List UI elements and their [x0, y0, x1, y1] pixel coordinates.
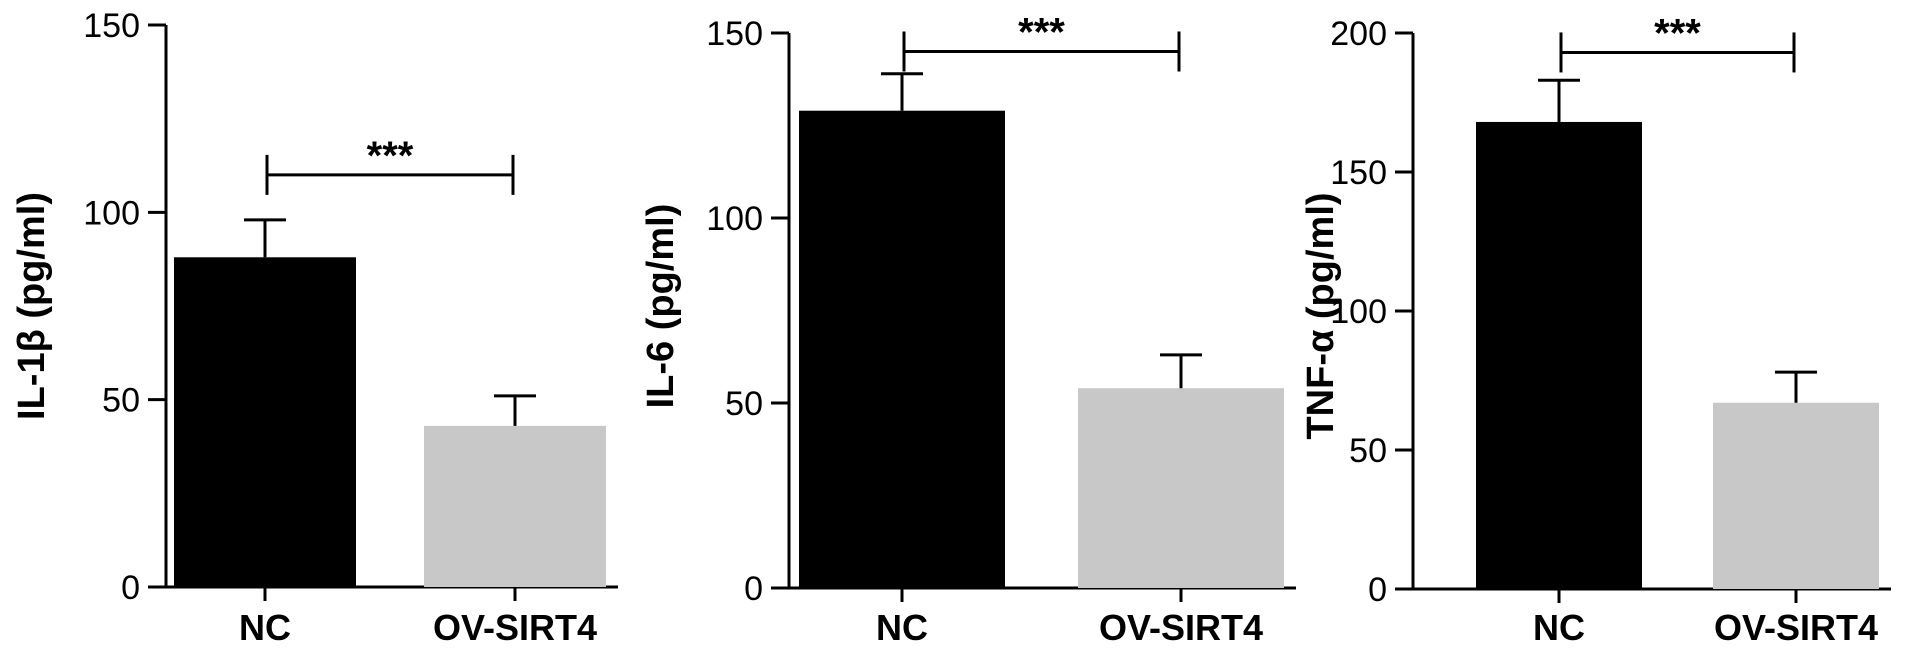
y-tick-label: 150	[83, 7, 140, 45]
y-tick-label: 150	[1330, 154, 1387, 192]
bar	[174, 257, 356, 587]
panel-tnfa: 0 50 100 150 200 NC OV-SIRT4 *** TNF-α (pg/ml)	[1300, 11, 1891, 648]
y-tick-label: 100	[1330, 293, 1387, 331]
y-axis-title: IL-1β (pg/ml)	[11, 192, 53, 420]
bar	[1078, 388, 1284, 588]
category-label: NC	[876, 607, 928, 648]
category-label: OV-SIRT4	[433, 607, 597, 648]
bar	[424, 425, 606, 587]
y-tick-label: 0	[1368, 571, 1387, 609]
panel-il1b: 0 50 100 150 NC OV-SIRT4 *** IL-1β (pg/ml)	[11, 7, 618, 648]
y-axis-title: TNF-α (pg/ml)	[1300, 192, 1342, 439]
y-tick-label: 0	[121, 569, 140, 607]
significance-label: ***	[367, 134, 414, 178]
y-tick-label: 100	[706, 200, 763, 238]
y-tick-label: 50	[1349, 432, 1387, 470]
bar	[1476, 121, 1642, 590]
category-label: OV-SIRT4	[1714, 607, 1878, 648]
y-tick-label: 150	[706, 15, 763, 53]
category-label: NC	[1533, 607, 1585, 648]
y-tick-label: 0	[744, 570, 763, 608]
category-label: NC	[239, 607, 291, 648]
y-tick-label: 50	[725, 385, 763, 423]
significance-label: ***	[1018, 11, 1065, 55]
bar	[1713, 402, 1879, 589]
category-label: OV-SIRT4	[1099, 607, 1263, 648]
y-tick-label: 200	[1330, 15, 1387, 53]
panel-il6: 0 50 100 150 NC OV-SIRT4 *** IL-6 (pg/ml)	[640, 11, 1296, 648]
y-tick-label: 50	[102, 382, 140, 420]
bar	[799, 110, 1005, 588]
y-axis-title: IL-6 (pg/ml)	[640, 204, 682, 409]
significance-label: ***	[1654, 11, 1701, 55]
y-tick-label: 100	[83, 194, 140, 232]
